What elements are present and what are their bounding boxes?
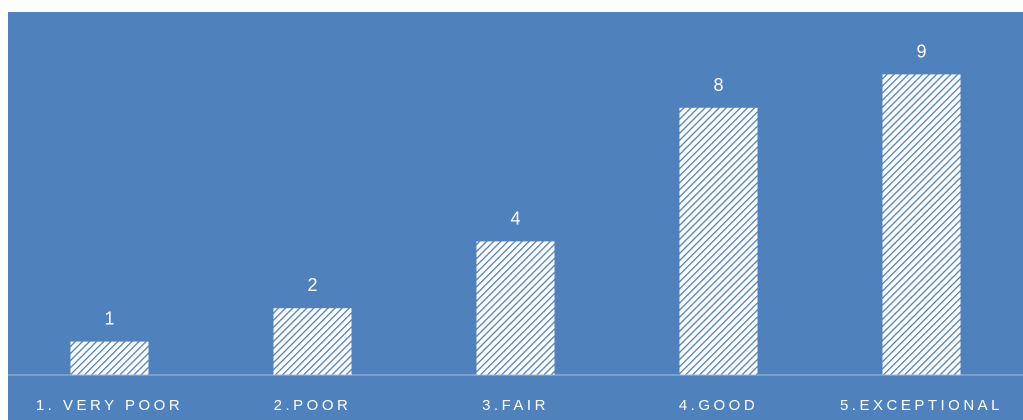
- data-label-3: 4: [510, 208, 520, 228]
- bars-layer: [70, 74, 961, 376]
- data-label-5: 9: [916, 41, 926, 61]
- x-tick-label-2: 2.POOR: [274, 397, 352, 414]
- x-tick-labels: 1. VERY POOR 2.POOR 3.FAIR 4.GOOD 5.EXCEPTIO…: [36, 397, 1003, 414]
- bar-4: [679, 107, 758, 376]
- chart-area: 1 2 4 8 9 1. VERY POOR 2.POOR 3.FAIR 4.GOOD 5.EX…: [8, 12, 1023, 420]
- x-tick-label-4: 4.GOOD: [679, 397, 758, 414]
- data-label-2: 2: [307, 275, 317, 295]
- bar-3: [476, 241, 555, 375]
- data-labels-layer: 1 2 4 8 9: [104, 41, 926, 328]
- bar-1: [70, 341, 149, 375]
- x-tick-label-3: 3.FAIR: [482, 397, 549, 414]
- data-label-1: 1: [104, 309, 114, 329]
- data-label-4: 8: [713, 75, 723, 95]
- bar-5: [882, 74, 961, 376]
- x-tick-label-1: 1. VERY POOR: [36, 397, 183, 414]
- x-tick-label-5: 5.EXCEPTIONAL: [840, 397, 1003, 414]
- bar-2: [273, 308, 352, 375]
- bar-chart: 1 2 4 8 9 1. VERY POOR 2.POOR 3.FAIR 4.GOOD 5.EX…: [8, 41, 1023, 414]
